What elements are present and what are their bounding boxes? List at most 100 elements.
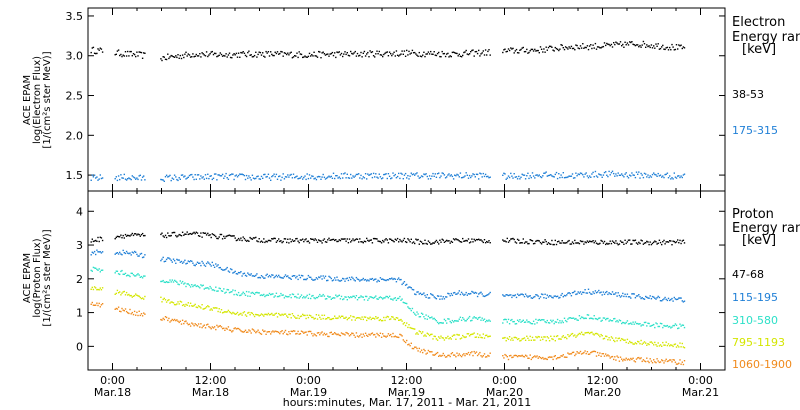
- data-point: [616, 295, 618, 297]
- data-point: [464, 293, 466, 296]
- data-point: [518, 175, 520, 178]
- data-point: [576, 335, 578, 337]
- data-point: [534, 177, 536, 179]
- data-point: [448, 338, 450, 340]
- data-point: [284, 176, 287, 178]
- data-point: [398, 277, 400, 279]
- data-point: [455, 356, 457, 358]
- data-point: [274, 175, 276, 178]
- data-point: [664, 325, 666, 327]
- data-point: [92, 252, 95, 254]
- data-point: [540, 336, 543, 338]
- data-point: [403, 174, 406, 176]
- data-point: [452, 178, 455, 180]
- data-point: [585, 241, 587, 244]
- data-point: [642, 298, 645, 300]
- data-point: [379, 332, 382, 334]
- data-point: [92, 304, 95, 306]
- data-point: [398, 297, 400, 300]
- data-point: [202, 232, 204, 234]
- data-point: [372, 334, 375, 336]
- data-point: [577, 352, 579, 354]
- data-point: [332, 172, 335, 174]
- data-point: [641, 343, 643, 345]
- data-point: [323, 314, 326, 316]
- data-point: [295, 277, 297, 279]
- data-point: [428, 317, 431, 319]
- data-point: [551, 239, 553, 242]
- data-point: [647, 343, 649, 345]
- data-point: [115, 270, 117, 272]
- electron-ytick-label: 2.0: [66, 129, 84, 142]
- data-point: [120, 234, 122, 236]
- data-point: [642, 40, 645, 43]
- data-point: [643, 341, 646, 343]
- data-point: [626, 241, 629, 243]
- data-point: [576, 242, 578, 244]
- data-point: [219, 266, 221, 269]
- data-point: [637, 44, 639, 46]
- data-point: [355, 238, 358, 240]
- data-point: [139, 253, 141, 255]
- data-point: [629, 296, 631, 298]
- data-point: [375, 295, 377, 297]
- data-point: [611, 46, 614, 48]
- data-point: [178, 303, 180, 305]
- data-point: [287, 52, 289, 54]
- data-point: [504, 336, 506, 339]
- data-point: [392, 240, 394, 242]
- data-point: [677, 298, 679, 300]
- data-point: [617, 356, 619, 359]
- data-point: [334, 297, 336, 299]
- data-point: [683, 242, 686, 244]
- proton-legend-115-195: 115-195: [732, 291, 778, 304]
- data-point: [276, 51, 279, 53]
- data-point: [436, 339, 439, 341]
- data-point: [382, 319, 384, 322]
- data-point: [267, 173, 270, 175]
- data-point: [526, 335, 528, 337]
- data-point: [664, 296, 666, 299]
- data-point: [487, 320, 489, 322]
- data-point: [610, 320, 613, 322]
- data-point: [387, 55, 390, 57]
- data-point: [640, 339, 642, 342]
- data-point: [430, 351, 432, 353]
- data-point: [422, 313, 424, 315]
- data-point: [504, 295, 506, 297]
- data-point: [465, 320, 467, 322]
- data-point: [235, 313, 238, 315]
- data-point: [575, 172, 577, 174]
- data-point: [454, 320, 456, 322]
- data-point: [186, 283, 188, 285]
- data-point: [520, 321, 522, 323]
- data-point: [530, 176, 532, 179]
- data-point: [272, 238, 274, 240]
- data-point: [272, 293, 274, 295]
- data-point: [91, 238, 93, 240]
- data-point: [143, 298, 145, 300]
- data-point: [237, 52, 240, 54]
- data-point: [558, 297, 560, 299]
- data-point: [635, 44, 638, 46]
- data-point: [205, 262, 208, 265]
- data-point: [398, 172, 400, 175]
- data-point: [196, 306, 199, 309]
- data-point: [131, 55, 133, 57]
- data-point: [409, 286, 411, 288]
- data-point: [173, 279, 176, 282]
- data-point: [137, 178, 139, 181]
- data-point: [335, 175, 337, 177]
- data-point: [438, 51, 440, 54]
- data-point: [531, 297, 534, 299]
- electron-ylabel-line3: [1/(cm²s ster MeV)]: [42, 51, 53, 148]
- data-point: [210, 265, 212, 267]
- data-point: [302, 238, 304, 240]
- data-point: [336, 317, 338, 320]
- data-point: [563, 177, 566, 179]
- data-point: [438, 295, 440, 297]
- data-point: [476, 295, 479, 298]
- data-point: [321, 331, 323, 333]
- data-point: [165, 174, 168, 176]
- data-point: [353, 239, 355, 242]
